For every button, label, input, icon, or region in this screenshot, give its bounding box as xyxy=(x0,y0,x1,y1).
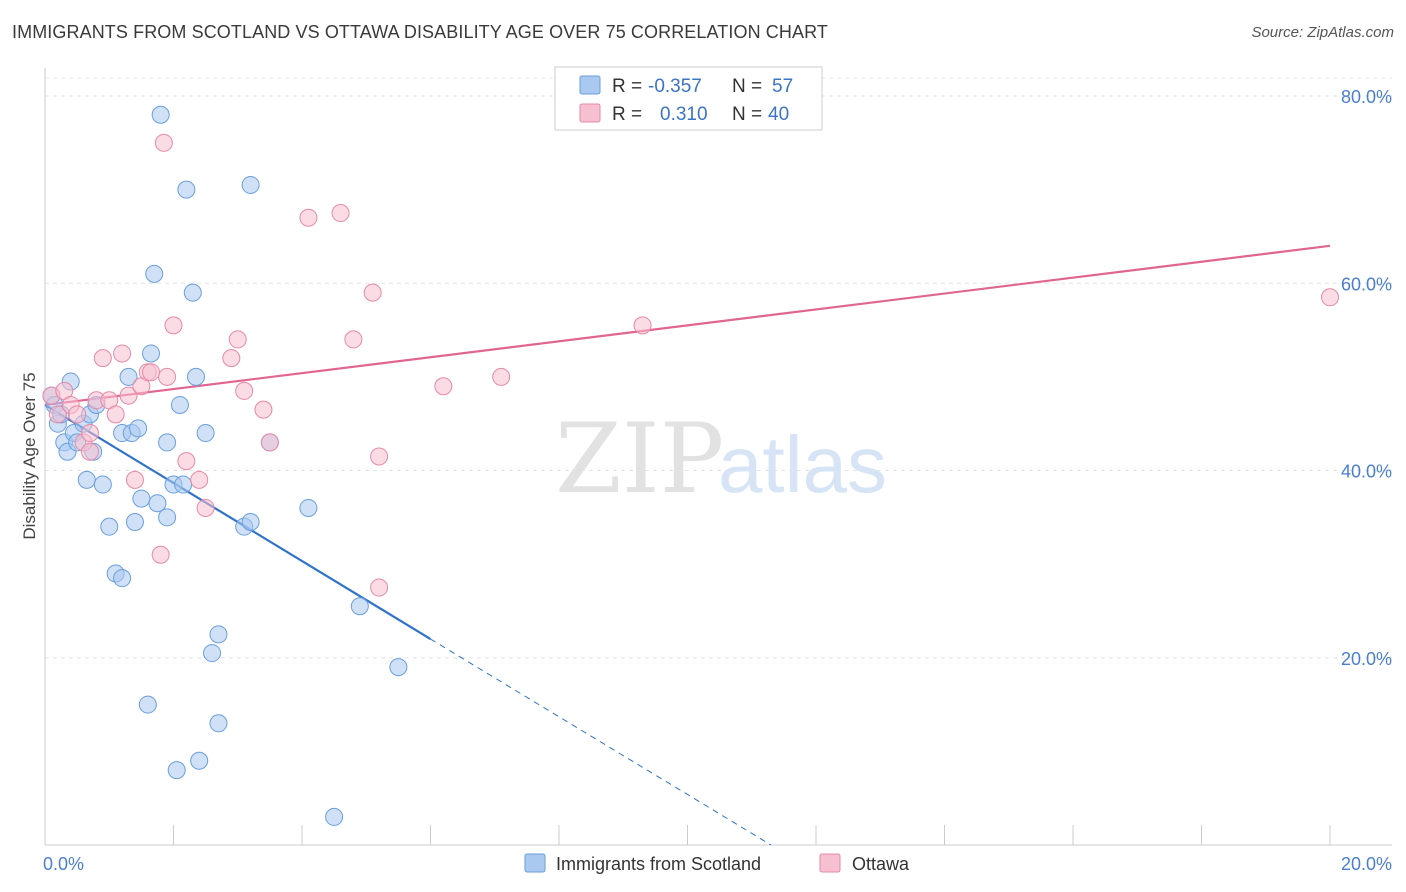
scotland-point-41 xyxy=(209,625,228,644)
legend-box: R = -0.357 N = 57 R = 0.310 N = 40 xyxy=(554,66,823,131)
scotland-point-19 xyxy=(119,367,138,386)
scotland-point-34 xyxy=(174,475,193,494)
y-tick-label-2: 60.0% xyxy=(1341,274,1392,294)
legend-n-value-ottawa: 40 xyxy=(768,104,789,125)
grid-lines xyxy=(45,77,1392,659)
ottawa-point-37 xyxy=(492,367,511,386)
scotland-point-40 xyxy=(203,644,222,663)
bottom-legend-label-ottawa: Ottawa xyxy=(852,854,910,874)
ottawa-trend-line xyxy=(44,244,1331,407)
ottawa-point-1 xyxy=(48,405,67,424)
watermark-atlas: atlas xyxy=(718,420,887,509)
ottawa-point-25 xyxy=(222,349,241,368)
x-tick-label-1: 20.0% xyxy=(1341,854,1392,874)
scotland-point-47 xyxy=(299,498,318,517)
scotland-point-38 xyxy=(190,751,209,770)
watermark: ZIP atlas xyxy=(555,403,887,515)
bottom-legend-swatch-ottawa xyxy=(819,853,841,873)
scotland-point-42 xyxy=(209,714,228,733)
scotland-point-28 xyxy=(151,105,170,124)
scotland-point-17 xyxy=(113,569,132,588)
legend-n-label-scotland: N = xyxy=(732,76,762,97)
scotland-point-26 xyxy=(145,264,164,283)
ottawa-point-35 xyxy=(370,578,389,597)
scotland-point-27 xyxy=(148,494,167,513)
legend-r-value-ottawa: 0.310 xyxy=(660,104,708,125)
bottom-legend: Immigrants from Scotland Ottawa xyxy=(524,853,910,874)
ottawa-point-26 xyxy=(228,330,247,349)
bottom-legend-label-scotland: Immigrants from Scotland xyxy=(556,854,761,874)
scotland-point-14 xyxy=(93,475,112,494)
ottawa-point-13 xyxy=(119,386,138,405)
scotland-point-21 xyxy=(125,512,144,531)
ottawa-point-6 xyxy=(80,424,99,443)
ottawa-point-28 xyxy=(254,400,273,419)
source-credit: Source: ZipAtlas.com xyxy=(1251,24,1394,41)
ottawa-point-22 xyxy=(177,452,196,471)
scotland-point-32 xyxy=(167,761,186,780)
chart-title: IMMIGRANTS FROM SCOTLAND VS OTTAWA DISAB… xyxy=(12,22,828,42)
ottawa-point-11 xyxy=(106,405,125,424)
legend-r-label-scotland: R = xyxy=(612,76,642,97)
ottawa-point-29 xyxy=(260,433,279,452)
scotland-point-30 xyxy=(158,508,177,527)
scotland-point-15 xyxy=(100,517,119,536)
scotland-point-35 xyxy=(177,180,196,199)
y-tick-label-3: 80.0% xyxy=(1341,87,1392,107)
ottawa-point-30 xyxy=(299,208,318,227)
scotland-point-33 xyxy=(170,395,189,414)
x-tick-label-0: 0.0% xyxy=(43,854,84,874)
scotland-point-45 xyxy=(241,175,260,194)
bottom-legend-swatch-scotland xyxy=(524,853,546,873)
ottawa-point-39 xyxy=(1321,288,1339,307)
scotland-point-25 xyxy=(142,344,161,363)
legend-n-label-ottawa: N = xyxy=(732,104,762,125)
ottawa-point-32 xyxy=(344,330,363,349)
legend-swatch-scotland xyxy=(579,75,601,95)
ottawa-point-38 xyxy=(633,316,652,335)
ottawa-point-9 xyxy=(93,349,112,368)
ottawa-point-23 xyxy=(190,470,209,489)
y-axis-label: Disability Age Over 75 xyxy=(20,372,39,539)
scotland-point-44 xyxy=(241,512,260,531)
scotland-trend-extension xyxy=(430,638,772,846)
watermark-zip: ZIP xyxy=(555,403,724,515)
scotland-point-24 xyxy=(138,695,157,714)
scotland-point-23 xyxy=(132,489,151,508)
tick-labels: 20.0% 40.0% 60.0% 80.0% 0.0% 20.0% xyxy=(43,87,1392,874)
ottawa-point-33 xyxy=(363,283,382,302)
ottawa-point-12 xyxy=(113,344,132,363)
ottawa-point-20 xyxy=(154,133,173,152)
data-points xyxy=(42,105,1339,826)
axes xyxy=(44,68,1392,846)
ottawa-point-31 xyxy=(331,204,350,223)
ottawa-point-24 xyxy=(196,498,215,517)
y-tick-label-1: 40.0% xyxy=(1341,462,1392,482)
legend-r-value-scotland: -0.357 xyxy=(648,76,702,97)
scotland-point-48 xyxy=(325,807,344,826)
scotland-point-50 xyxy=(389,658,408,677)
ottawa-point-36 xyxy=(434,377,453,396)
scotland-point-39 xyxy=(196,424,215,443)
scotland-point-36 xyxy=(183,283,202,302)
ottawa-point-17 xyxy=(142,363,161,382)
legend-r-label-ottawa: R = xyxy=(612,104,642,125)
ottawa-point-7 xyxy=(80,442,99,461)
ottawa-point-19 xyxy=(158,367,177,386)
scotland-point-37 xyxy=(186,367,205,386)
ottawa-point-21 xyxy=(164,316,183,335)
ottawa-point-18 xyxy=(151,545,170,564)
scotland-point-10 xyxy=(77,470,96,489)
ottawa-point-27 xyxy=(235,381,254,400)
scotland-point-49 xyxy=(350,597,369,616)
scotland-point-29 xyxy=(158,433,177,452)
legend-swatch-ottawa xyxy=(579,103,601,123)
legend-n-value-scotland: 57 xyxy=(772,76,793,97)
ottawa-point-14 xyxy=(125,470,144,489)
ottawa-point-4 xyxy=(68,405,87,424)
ottawa-point-34 xyxy=(370,447,389,466)
y-tick-label-0: 20.0% xyxy=(1341,649,1392,669)
scotland-point-22 xyxy=(129,419,148,438)
